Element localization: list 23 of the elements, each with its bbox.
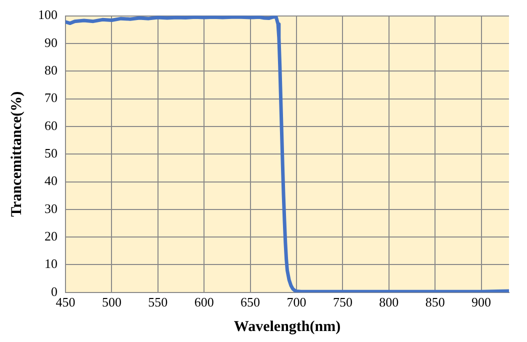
- x-axis-title: Wavelength(nm): [234, 318, 341, 335]
- x-tick-label: 700: [286, 294, 306, 310]
- x-tick-label: 450: [56, 294, 76, 310]
- y-tick-label: 20: [44, 228, 58, 244]
- y-tick-label: 30: [44, 200, 58, 216]
- x-tick-label: 800: [379, 294, 399, 310]
- y-axis-title: Trancemittance(%): [8, 91, 25, 217]
- y-tick-label: 0: [51, 284, 58, 299]
- x-tick-label: 900: [472, 294, 492, 310]
- x-tick-label: 550: [148, 294, 168, 310]
- x-tick-label: 850: [425, 294, 445, 310]
- y-tick-label: 60: [44, 118, 58, 133]
- x-tick-label: 750: [332, 294, 352, 310]
- y-tick-label: 10: [44, 256, 58, 272]
- y-tick-label: 90: [44, 34, 58, 50]
- x-tick-label: 500: [102, 294, 122, 310]
- y-tick-label: 40: [44, 173, 58, 188]
- x-tick-label: 600: [194, 294, 214, 310]
- y-tick-label: 50: [44, 146, 58, 161]
- x-tick-label: 650: [240, 294, 260, 310]
- y-tick-label: 100: [38, 7, 58, 22]
- y-tick-label: 70: [44, 90, 58, 106]
- y-tick-label: 80: [44, 62, 58, 78]
